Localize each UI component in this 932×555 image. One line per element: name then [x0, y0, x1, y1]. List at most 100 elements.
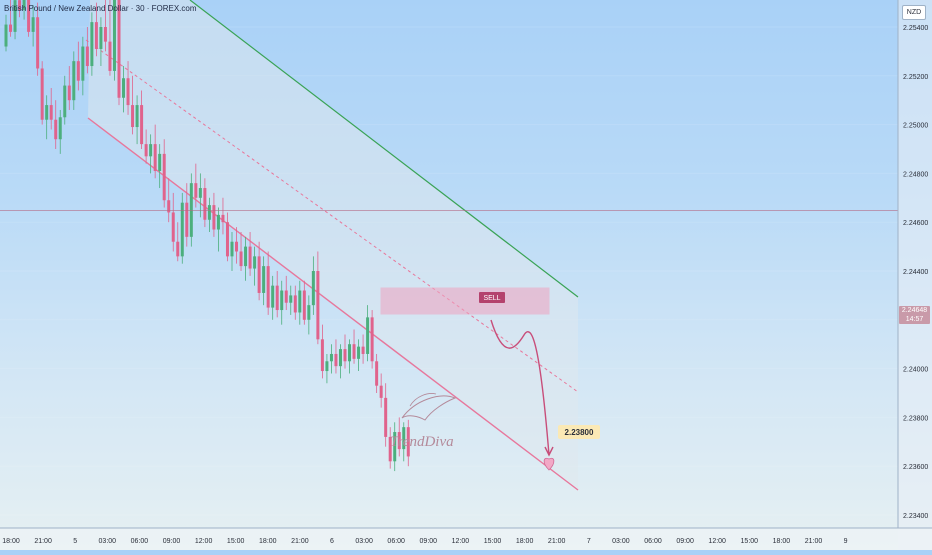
- candle-body: [221, 214, 225, 223]
- candle-body: [275, 285, 279, 311]
- channel-upper-line: [189, 0, 579, 298]
- candle-body: [375, 361, 379, 386]
- target-label: 2.23800: [565, 428, 594, 437]
- candle-body: [248, 246, 252, 269]
- x-tick-label: 18:00: [259, 538, 277, 545]
- candle-body: [108, 41, 112, 71]
- sell-zone[interactable]: [380, 287, 550, 315]
- candle-body: [262, 266, 266, 293]
- channel-mid-line: [85, 39, 579, 393]
- x-tick-label: 09:00: [676, 538, 694, 545]
- candle-body: [352, 344, 356, 359]
- candle-body: [298, 290, 302, 313]
- y-tick-label: 2.25200: [903, 74, 928, 81]
- projection-path: [490, 319, 550, 456]
- candle-body: [379, 385, 383, 398]
- x-tick-label: 03:00: [612, 538, 630, 545]
- candle-body: [289, 295, 293, 303]
- y-tick-label: 2.23400: [903, 513, 928, 520]
- countdown-label: 14:57: [905, 316, 924, 323]
- y-tick-label: 2.23600: [903, 464, 928, 471]
- channel-fill: [88, 0, 578, 488]
- candle-body: [103, 27, 107, 42]
- x-tick-label: 12:00: [708, 538, 726, 545]
- candle-body: [370, 317, 374, 362]
- candle-body: [176, 241, 180, 257]
- x-tick-label: 03:00: [99, 538, 117, 545]
- candle-body: [225, 222, 229, 257]
- candle-body: [302, 290, 306, 320]
- candle-body: [144, 144, 148, 157]
- candle-body: [320, 339, 324, 372]
- candle-body: [194, 183, 198, 198]
- x-tick-label: 09:00: [420, 538, 438, 545]
- candle-body: [81, 46, 85, 81]
- current-price-label: 2.24648: [901, 307, 928, 314]
- candle-body: [117, 0, 121, 98]
- candles: [4, 0, 410, 472]
- y-tick-label: 2.25400: [903, 25, 928, 32]
- candle-body: [162, 153, 166, 201]
- candle-body: [4, 24, 8, 47]
- candle-body: [253, 256, 257, 269]
- candle-body: [357, 346, 361, 359]
- y-tick-label: 2.23800: [903, 415, 928, 422]
- currency-button[interactable]: NZD: [902, 5, 926, 20]
- channel-drawing: [85, 0, 579, 491]
- candle-body: [171, 212, 175, 242]
- candle-body: [338, 349, 342, 367]
- x-tick-label: 06:00: [387, 538, 405, 545]
- candle-body: [94, 22, 98, 49]
- y-tick-label: 2.24800: [903, 171, 928, 178]
- candle-body: [85, 46, 89, 67]
- x-tick-label: 06:00: [644, 538, 662, 545]
- candle-body: [72, 61, 76, 101]
- y-tick-label: 2.24000: [903, 367, 928, 374]
- candle-body: [63, 85, 67, 118]
- candle-body: [388, 436, 392, 462]
- candle-body: [203, 188, 207, 220]
- candle-body: [311, 271, 315, 306]
- candle-body: [158, 153, 162, 171]
- candle-body: [54, 119, 58, 140]
- x-tick-label: 5: [73, 538, 77, 545]
- candle-body: [198, 188, 202, 198]
- candle-body: [13, 0, 17, 32]
- candle-body: [366, 317, 370, 354]
- candle-body: [185, 202, 189, 237]
- candle-body: [189, 183, 193, 237]
- candle-body: [27, 0, 31, 32]
- watermark-hand-icon: [409, 393, 437, 407]
- sell-label: SELL: [483, 295, 500, 302]
- x-tick-label: 15:00: [741, 538, 759, 545]
- candle-body: [31, 17, 35, 32]
- x-tick-label: 15:00: [484, 538, 502, 545]
- candle-body: [149, 144, 153, 157]
- candle-body: [266, 266, 270, 308]
- time-axis-bg[interactable]: [0, 528, 932, 550]
- x-tick-label: 21:00: [34, 538, 52, 545]
- candle-body: [167, 200, 171, 213]
- candle-body: [343, 349, 347, 362]
- candle-body: [235, 241, 239, 252]
- x-tick-label: 21:00: [548, 538, 566, 545]
- candle-body: [99, 27, 103, 49]
- candle-body: [329, 353, 333, 362]
- candle-body: [40, 68, 44, 120]
- x-tick-label: 09:00: [163, 538, 181, 545]
- candle-body: [67, 85, 71, 101]
- candle-body: [293, 295, 297, 313]
- candle-body: [76, 61, 80, 81]
- x-tick-label: 21:00: [805, 538, 823, 545]
- candle-body: [361, 346, 365, 354]
- price-axis-bg[interactable]: [898, 0, 932, 550]
- symbol-title[interactable]: British Pound / New Zealand Dollar · 30 …: [4, 4, 197, 13]
- candle-body: [334, 353, 338, 367]
- candle-body: [402, 427, 406, 450]
- y-tick-label: 2.24600: [903, 220, 928, 227]
- candle-body: [307, 305, 311, 320]
- x-tick-label: 03:00: [355, 538, 373, 545]
